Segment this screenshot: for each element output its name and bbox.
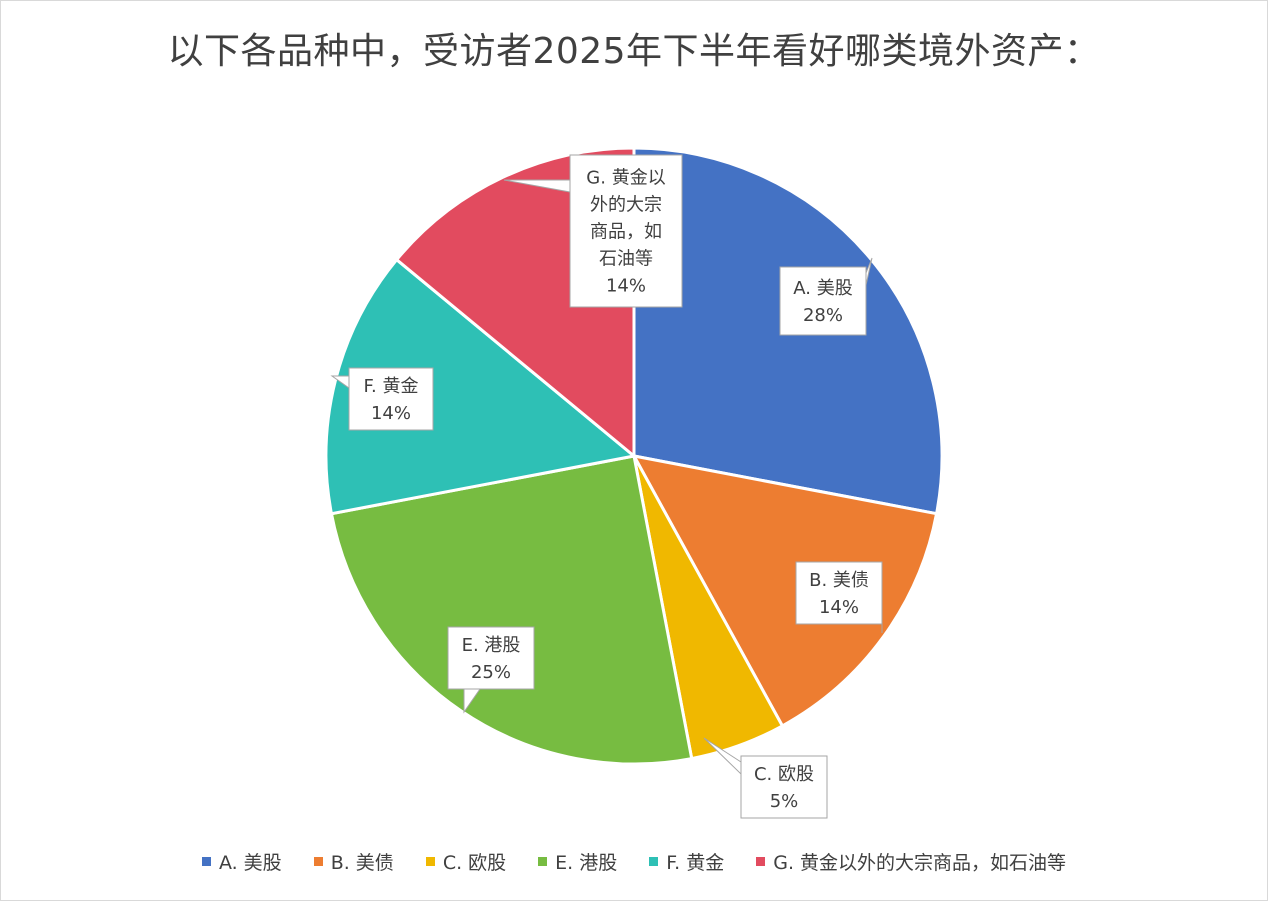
legend-swatch bbox=[538, 857, 548, 866]
callout-box bbox=[569, 154, 683, 308]
legend-item: B. 美债 bbox=[313, 848, 394, 875]
data-label-text: A. 美股 bbox=[793, 278, 852, 299]
data-label: C. 欧股 5% bbox=[703, 737, 828, 819]
data-label-text: 14% bbox=[371, 403, 411, 424]
legend-item: C. 欧股 bbox=[425, 848, 507, 875]
data-label: E. 港股 25% bbox=[447, 626, 535, 714]
pie-slice bbox=[324, 257, 638, 516]
legend-item: G. 黄金以外的大宗商品，如石油等 bbox=[756, 848, 1066, 875]
data-label-text: 14% bbox=[606, 276, 646, 297]
legend-swatch bbox=[201, 857, 211, 866]
legend: A. 美股 B. 美债 C. 欧股 E. 港股 F. 黄金 G. 黄金以外的大宗商品，如石… bbox=[0, 848, 1268, 875]
data-label-text: 25% bbox=[471, 662, 511, 683]
data-label: G. 黄金以外的大宗商品，如石油等 14% bbox=[503, 154, 683, 308]
legend-label: E. 港股 bbox=[555, 852, 618, 874]
data-label-text: 5% bbox=[770, 791, 799, 812]
callout-box bbox=[348, 367, 434, 431]
pie-slice bbox=[631, 453, 939, 728]
data-label-text: B. 美债 bbox=[809, 570, 869, 591]
data-label-text: C. 欧股 bbox=[754, 764, 814, 785]
data-label-text: 石油等 bbox=[599, 249, 653, 270]
legend-label: F. 黄金 bbox=[666, 852, 725, 874]
data-label: B. 美债 14% bbox=[795, 561, 883, 633]
data-label-text: E. 港股 bbox=[462, 635, 521, 656]
legend-label: B. 美债 bbox=[330, 852, 394, 874]
legend-item: F. 黄金 bbox=[649, 848, 724, 875]
data-label-text: 外的大宗 bbox=[590, 195, 662, 216]
legend-swatch bbox=[313, 857, 323, 866]
chart-title: 以下各品种中，受访者2025年下半年看好哪类境外资产： bbox=[167, 31, 1101, 72]
pie-slice bbox=[329, 454, 694, 766]
legend-label: G. 黄金以外的大宗商品，如石油等 bbox=[773, 852, 1067, 874]
legend-swatch bbox=[649, 857, 659, 866]
data-label-text: 商品，如 bbox=[590, 222, 662, 243]
callout-box bbox=[740, 755, 828, 819]
data-label-text: G. 黄金以 bbox=[586, 168, 665, 189]
data-label: F. 黄金 14% bbox=[330, 367, 434, 431]
data-label-text: 14% bbox=[819, 597, 859, 618]
callout-box bbox=[779, 266, 867, 336]
legend-item: A. 美股 bbox=[201, 848, 282, 875]
callout-box bbox=[447, 626, 535, 690]
legend-swatch bbox=[756, 857, 766, 866]
callout-box bbox=[795, 561, 883, 625]
legend-swatch bbox=[425, 857, 435, 866]
data-label-text: F. 黄金 bbox=[364, 376, 419, 397]
legend-label: C. 欧股 bbox=[442, 852, 507, 874]
legend-item: E. 港股 bbox=[538, 848, 617, 875]
data-label: A. 美股 28% bbox=[779, 257, 873, 336]
legend-label: A. 美股 bbox=[218, 852, 282, 874]
data-label-text: 28% bbox=[803, 305, 843, 326]
